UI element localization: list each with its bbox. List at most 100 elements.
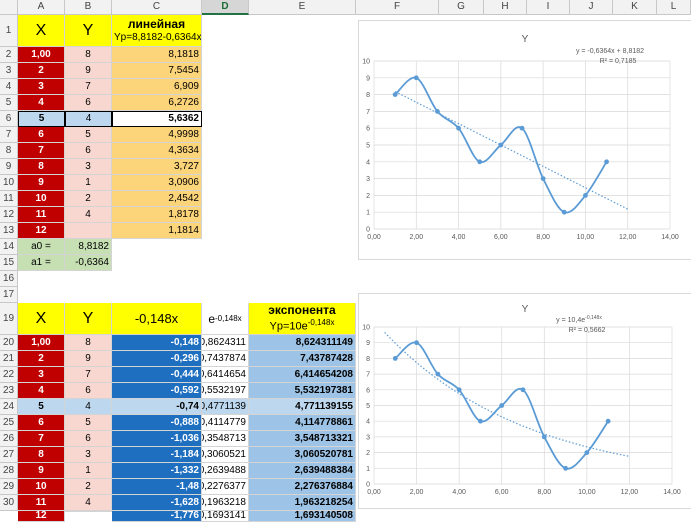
bottom-e-cell[interactable]: 0,6414654 [202,367,249,383]
top-y-cell[interactable]: 4 [65,111,112,127]
bottom-arg-cell[interactable]: -0,888 [112,415,202,431]
row-header-23[interactable]: 23 [0,383,18,399]
column-header-i[interactable]: I [527,0,570,15]
top-yp-cell[interactable]: 8,1818 [112,47,202,63]
top-y-cell[interactable]: 6 [65,143,112,159]
bottom-yp-cell[interactable]: 2,639488384 [249,463,356,479]
bottom-arg-cell[interactable]: -0,74 [112,399,202,415]
top-y-cell[interactable]: 8 [65,47,112,63]
column-header-c[interactable]: C [112,0,202,15]
bottom-e-cell[interactable]: 0,8624311 [202,335,249,351]
bottom-e-cell[interactable]: 0,4771139 [202,399,249,415]
select-all-corner[interactable] [0,0,18,15]
a1-label[interactable]: а1 = [18,255,65,271]
top-yp-cell[interactable]: 1,1814 [112,223,202,239]
linear-chart[interactable]: Y 0 1 2 3 4 5 6 7 8 9 10 0,00 2,00 4,00 6,00 8,00 10,00 12… [358,20,691,260]
bottom-y-cell[interactable]: 5 [65,415,112,431]
top-y-cell[interactable]: 6 [65,95,112,111]
top-x-cell[interactable]: 11 [18,207,65,223]
row-header-2[interactable]: 2 [0,47,18,63]
bottom-header-exponent-arg[interactable]: -0,148x [112,303,202,335]
bottom-yp-cell[interactable]: 3,060520781 [249,447,356,463]
row-header-9[interactable]: 9 [0,159,18,175]
top-y-cell[interactable]: 2 [65,191,112,207]
bottom-x-cell[interactable]: 5 [18,399,65,415]
top-header-x[interactable]: X [18,15,65,47]
row-header-1[interactable]: 1 [0,15,18,47]
bottom-x-cell[interactable]: 3 [18,367,65,383]
bottom-yp-cell[interactable]: 8,624311149 [249,335,356,351]
bottom-yp-cell[interactable]: 6,414654208 [249,367,356,383]
bottom-y-cell[interactable]: 2 [65,479,112,495]
bottom-yp-cell[interactable]: 7,43787428 [249,351,356,367]
row-header-16[interactable]: 16 [0,271,18,287]
top-yp-cell[interactable]: 6,909 [112,79,202,95]
row-header-7[interactable]: 7 [0,127,18,143]
bottom-x-cell[interactable]: 12 [18,511,65,522]
top-yp-cell[interactable]: 2,4542 [112,191,202,207]
row-header-20[interactable]: 20 [0,335,18,351]
row-header-8[interactable]: 8 [0,143,18,159]
top-yp-cell[interactable]: 3,727 [112,159,202,175]
row-header-11[interactable]: 11 [0,191,18,207]
top-yp-cell[interactable]: 5,6362 [112,111,202,127]
top-header-linear[interactable]: линейная Yр=8,8182-0,6364x [112,15,202,47]
bottom-x-cell[interactable]: 8 [18,447,65,463]
bottom-header-exponential[interactable]: экспонента Yр=10e-0,148x [249,303,356,335]
top-x-cell[interactable]: 8 [18,159,65,175]
bottom-y-cell[interactable]: 3 [65,447,112,463]
top-y-cell[interactable]: 4 [65,207,112,223]
top-x-cell[interactable]: 10 [18,191,65,207]
row-header-22[interactable]: 22 [0,367,18,383]
bottom-y-cell[interactable]: 9 [65,351,112,367]
a0-label[interactable]: а0 = [18,239,65,255]
top-x-cell[interactable]: 5 [18,111,65,127]
row-header-13[interactable]: 13 [0,223,18,239]
column-header-f[interactable]: F [356,0,439,15]
top-x-cell[interactable]: 1,00 [18,47,65,63]
row-header-12[interactable]: 12 [0,207,18,223]
bottom-yp-cell[interactable]: 4,771139155 [249,399,356,415]
bottom-x-cell[interactable]: 4 [18,383,65,399]
bottom-yp-cell[interactable]: 1,693140508 [249,511,356,522]
top-x-cell[interactable]: 6 [18,127,65,143]
column-header-b[interactable]: B [65,0,112,15]
row-header-15[interactable]: 15 [0,255,18,271]
row-header-3[interactable]: 3 [0,63,18,79]
bottom-e-cell[interactable]: 0,2639488 [202,463,249,479]
top-x-cell[interactable]: 2 [18,63,65,79]
column-header-l[interactable]: L [657,0,691,15]
bottom-yp-cell[interactable]: 2,276376884 [249,479,356,495]
row-header-28[interactable]: 28 [0,463,18,479]
bottom-e-cell[interactable]: 0,4114779 [202,415,249,431]
top-y-cell[interactable]: 3 [65,159,112,175]
column-header-g[interactable]: G [439,0,484,15]
bottom-arg-cell[interactable]: -0,148 [112,335,202,351]
bottom-x-cell[interactable]: 9 [18,463,65,479]
bottom-y-cell[interactable]: 8 [65,335,112,351]
row-header-29[interactable]: 29 [0,479,18,495]
a0-value[interactable]: 8,8182 [65,239,112,255]
bottom-y-cell[interactable] [65,511,112,512]
top-yp-cell[interactable]: 7,5454 [112,63,202,79]
bottom-arg-cell[interactable]: -0,444 [112,367,202,383]
bottom-arg-cell[interactable]: -0,296 [112,351,202,367]
bottom-x-cell[interactable]: 6 [18,415,65,431]
top-yp-cell[interactable]: 3,0906 [112,175,202,191]
column-header-d[interactable]: D [202,0,249,15]
row-header-6[interactable]: 6 [0,111,18,127]
bottom-arg-cell[interactable]: -1,184 [112,447,202,463]
column-header-j[interactable]: J [570,0,613,15]
top-x-cell[interactable]: 3 [18,79,65,95]
row-header-19[interactable]: 19 [0,303,18,335]
bottom-arg-cell[interactable]: -1,48 [112,479,202,495]
a1-value[interactable]: -0,6364 [65,255,112,271]
top-y-cell[interactable]: 5 [65,127,112,143]
bottom-e-cell[interactable]: 0,7437874 [202,351,249,367]
bottom-arg-cell[interactable]: -1,776 [112,511,202,522]
bottom-arg-cell[interactable]: -1,036 [112,431,202,447]
bottom-e-cell[interactable]: 0,5532197 [202,383,249,399]
bottom-x-cell[interactable]: 10 [18,479,65,495]
bottom-y-cell[interactable]: 6 [65,383,112,399]
column-header-k[interactable]: K [613,0,657,15]
